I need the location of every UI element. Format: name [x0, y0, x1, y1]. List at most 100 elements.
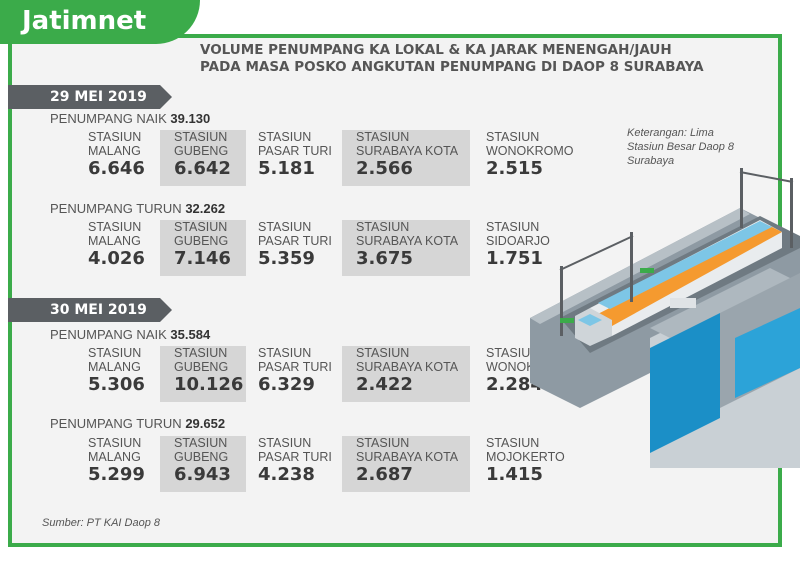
infographic-title: VOLUME PENUMPANG KA LOKAL & KA JARAK MEN… [200, 42, 760, 76]
station-value: 1.751 [486, 248, 543, 269]
station-cell: STASIUN GUBENG 6.642 [160, 130, 246, 186]
station-name-1: STASIUN [258, 220, 312, 234]
station-value: 1.415 [486, 464, 543, 485]
station-cell: STASIUN SURABAYA KOTA 3.675 [342, 220, 470, 276]
station-cell: STASIUN PASAR TURI 4.238 [258, 436, 353, 492]
station-cell: STASIUN PASAR TURI 5.359 [258, 220, 353, 276]
station-name-1: STASIUN [486, 436, 540, 450]
station-name-1: STASIUN [88, 220, 142, 234]
station-value: 5.359 [258, 248, 315, 269]
station-name-1: STASIUN [258, 346, 312, 360]
station-name-2: GUBENG [174, 234, 229, 248]
group-label-text: PENUMPANG NAIK [50, 327, 167, 342]
group-total: 35.584 [170, 327, 211, 342]
station-name-2: PASAR TURI [258, 450, 332, 464]
station-name-2: SIDOARJO [486, 234, 550, 248]
station-name-2: GUBENG [174, 450, 229, 464]
station-name-2: MALANG [88, 234, 141, 248]
station-value: 6.646 [88, 158, 145, 179]
station-value: 7.146 [174, 248, 231, 269]
title-line-2: PADA MASA POSKO ANGKUTAN PENUMPANG DI DA… [200, 59, 704, 75]
station-name-2: SURABAYA KOTA [356, 360, 459, 374]
station-cell: STASIUN SURABAYA KOTA 2.687 [342, 436, 470, 492]
station-cell: STASIUN GUBENG 6.943 [160, 436, 246, 492]
station-name-1: STASIUN [174, 436, 228, 450]
station-cell: STASIUN PASAR TURI 5.181 [258, 130, 353, 186]
station-name-1: STASIUN [174, 346, 228, 360]
station-name-2: SURABAYA KOTA [356, 450, 459, 464]
station-name-2: MALANG [88, 450, 141, 464]
station-name-2: GUBENG [174, 144, 229, 158]
station-value: 3.675 [356, 248, 413, 269]
logo-tab: Jatimnet [0, 0, 200, 44]
station-value: 2.422 [356, 374, 413, 395]
station-name-1: STASIUN [486, 220, 540, 234]
station-value: 5.299 [88, 464, 145, 485]
station-value: 2.284 [486, 374, 543, 395]
station-cell: STASIUN SIDOARJO 1.751 [486, 220, 581, 276]
source-text: Sumber: PT KAI Daop 8 [42, 517, 160, 529]
group-total: 32.262 [185, 201, 226, 216]
station-name-1: STASIUN [258, 436, 312, 450]
station-name-1: STASIUN [88, 346, 142, 360]
group-label: PENUMPANG TURUN 32.262 [50, 201, 225, 216]
title-line-1: VOLUME PENUMPANG KA LOKAL & KA JARAK MEN… [200, 42, 672, 58]
station-name-1: STASIUN [356, 220, 410, 234]
station-value: 2.566 [356, 158, 413, 179]
station-cell: STASIUN PASAR TURI 6.329 [258, 346, 353, 402]
station-value: 5.306 [88, 374, 145, 395]
station-cell: STASIUN SURABAYA KOTA 2.422 [342, 346, 470, 402]
group-total: 39.130 [170, 111, 211, 126]
station-name-1: STASIUN [88, 436, 142, 450]
station-name-2: PASAR TURI [258, 234, 332, 248]
group-label: PENUMPANG NAIK 35.584 [50, 327, 210, 342]
station-name-2: PASAR TURI [258, 144, 332, 158]
station-value: 2.515 [486, 158, 543, 179]
station-cell: STASIUN MALANG 4.026 [88, 220, 183, 276]
station-value: 6.642 [174, 158, 231, 179]
brand-logo: Jatimnet [22, 6, 147, 36]
station-name-1: STASIUN [356, 436, 410, 450]
station-name-2: SURABAYA KOTA [356, 234, 459, 248]
station-name-2: SURABAYA KOTA [356, 144, 459, 158]
date-bar: 30 MEI 2019 [8, 298, 172, 322]
station-cell: STASIUN MALANG 6.646 [88, 130, 183, 186]
group-total: 29.652 [185, 416, 226, 431]
station-name-2: PASAR TURI [258, 360, 332, 374]
station-name-1: STASIUN [356, 346, 410, 360]
date-bar: 29 MEI 2019 [8, 85, 172, 109]
station-name-1: STASIUN [486, 130, 540, 144]
station-name-2: MALANG [88, 144, 141, 158]
station-cell: STASIUN GUBENG 10.126 [160, 346, 246, 402]
station-name-2: MALANG [88, 360, 141, 374]
station-name-2: WONOKROMO [486, 144, 574, 158]
station-value: 4.238 [258, 464, 315, 485]
station-cell: STASIUN SURABAYA KOTA 2.566 [342, 130, 470, 186]
station-cell: STASIUN MALANG 5.306 [88, 346, 183, 402]
group-label: PENUMPANG NAIK 39.130 [50, 111, 210, 126]
station-value: 6.329 [258, 374, 315, 395]
station-name-1: STASIUN [486, 346, 540, 360]
station-name-1: STASIUN [258, 130, 312, 144]
note-text: Keterangan: Lima Stasiun Besar Daop 8 Su… [627, 127, 735, 167]
station-name-1: STASIUN [174, 130, 228, 144]
group-label-text: PENUMPANG TURUN [50, 201, 182, 216]
group-label-text: PENUMPANG NAIK [50, 111, 167, 126]
station-name-2: MOJOKERTO [486, 450, 565, 464]
group-label-text: PENUMPANG TURUN [50, 416, 182, 431]
station-cell: STASIUN MOJOKERTO 1.415 [486, 436, 581, 492]
group-label: PENUMPANG TURUN 29.652 [50, 416, 225, 431]
station-value: 5.181 [258, 158, 315, 179]
station-value: 10.126 [174, 374, 244, 395]
station-cell: STASIUN MALANG 5.299 [88, 436, 183, 492]
station-value: 2.687 [356, 464, 413, 485]
station-cell: STASIUN WONOKROMO 2.515 [486, 130, 581, 186]
train-station-illustration [530, 168, 800, 468]
station-value: 6.943 [174, 464, 231, 485]
station-name-2: GUBENG [174, 360, 229, 374]
station-cell: STASIUN GUBENG 7.146 [160, 220, 246, 276]
station-name-1: STASIUN [88, 130, 142, 144]
station-name-1: STASIUN [174, 220, 228, 234]
station-value: 4.026 [88, 248, 145, 269]
station-name-1: STASIUN [356, 130, 410, 144]
